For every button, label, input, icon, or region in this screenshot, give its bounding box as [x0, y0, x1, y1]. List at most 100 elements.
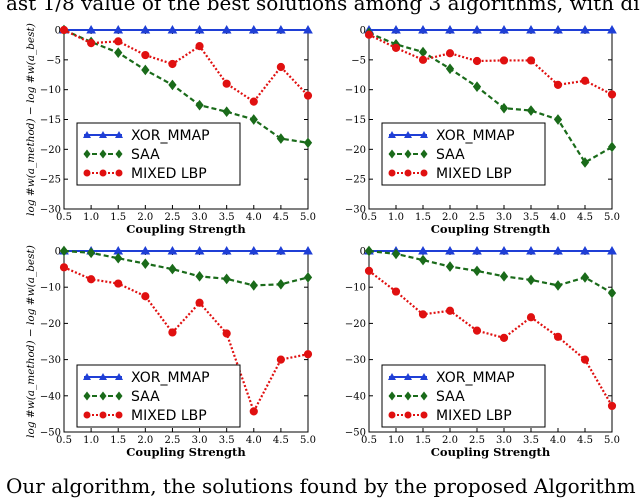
data-point-mixed	[168, 328, 177, 337]
data-point-mixed	[114, 37, 123, 46]
legend-marker-mixed	[388, 169, 396, 177]
data-point-xor	[194, 24, 205, 34]
y-tick-label: −30	[40, 355, 61, 366]
data-point-saa	[195, 271, 204, 282]
legend: XOR_MMAP SAA MIXED LBP	[76, 122, 241, 186]
data-point-saa	[418, 254, 428, 266]
y-tick-label: −25	[40, 175, 61, 186]
data-point-mixed	[276, 355, 285, 364]
x-tick-label: 4.5	[577, 435, 593, 446]
data-point-mixed	[141, 50, 150, 60]
y-tick-label: −5	[46, 55, 61, 66]
data-point-xor	[140, 24, 151, 34]
x-tick-label: 4.5	[273, 212, 289, 223]
y-tick-label: −10	[345, 283, 366, 294]
data-point-mixed	[472, 326, 482, 335]
y-tick-label: −15	[345, 115, 366, 126]
data-point-xor	[526, 245, 536, 255]
x-tick-label: 2.0	[137, 212, 153, 223]
data-point-mixed	[580, 355, 590, 364]
x-axis-label: Coupling Strength	[126, 445, 246, 459]
data-point-mixed	[499, 56, 509, 65]
data-point-saa	[472, 265, 482, 277]
x-tick-label: 4.5	[273, 435, 289, 446]
y-tick-label: 0	[360, 26, 366, 37]
series-line-mixed	[63, 266, 309, 415]
x-tick-label: 1.5	[415, 212, 431, 223]
data-point-mixed	[303, 91, 313, 100]
y-tick-label: −40	[40, 391, 61, 402]
legend-marker-mixed	[388, 411, 396, 419]
chart-panel-4: 0.5 1.0 1.5 2.0 2.5 3.0 3.5 4.0 4.5 5.0 0 −10 −20 −30…	[345, 245, 620, 459]
legend-label-mixed: MIXED LBP	[131, 408, 207, 424]
data-point-xor	[418, 24, 428, 34]
y-tick-label: −20	[345, 145, 366, 156]
legend-label-mixed: MIXED LBP	[436, 408, 512, 424]
x-tick-label: 1.0	[388, 435, 404, 446]
data-point-saa	[59, 245, 69, 257]
x-tick-label: 1.5	[415, 435, 431, 446]
x-tick-label: 2.0	[137, 435, 153, 446]
x-tick-label: 5.0	[604, 212, 620, 223]
series-line-mixed	[368, 270, 613, 407]
x-tick-label: 1.0	[83, 212, 99, 223]
legend-label-saa: SAA	[436, 147, 465, 163]
data-point-xor	[140, 245, 151, 255]
y-tick-label: −20	[345, 319, 366, 330]
legend-marker-saa	[83, 391, 91, 401]
legend-marker-saa	[420, 391, 428, 401]
legend-label-saa: SAA	[131, 147, 160, 163]
x-tick-label: 4.0	[550, 435, 566, 446]
y-tick-label: −30	[345, 205, 366, 216]
x-tick-label: 2.5	[469, 212, 485, 223]
data-point-xor	[607, 24, 617, 34]
legend-marker-mixed	[404, 169, 412, 177]
legend: XOR_MMAP SAA MIXED LBP	[381, 122, 546, 186]
series-line-saa	[63, 28, 309, 144]
data-point-saa	[418, 46, 428, 58]
y-tick-label: −25	[345, 175, 366, 186]
data-point-saa	[303, 137, 313, 149]
chart-panel-1: 0.5 1.0 1.5 2.0 2.5 3.0 3.5 4.0 4.5 5.0 0 −5 −10 −15 −…	[25, 23, 316, 236]
y-tick-label: −10	[345, 85, 366, 96]
x-tick-label: 3.5	[219, 435, 235, 446]
data-point-saa	[114, 252, 123, 264]
legend-label-xor: XOR_MMAP	[131, 370, 210, 386]
legend-label-saa: SAA	[436, 389, 465, 405]
data-point-saa	[499, 271, 509, 282]
charts-figure: 0.5 1.0 1.5 2.0 2.5 3.0 3.5 4.0 4.5 5.0 0 −5 −10 −15 −…	[25, 23, 620, 459]
data-point-saa	[499, 102, 509, 114]
data-point-saa	[445, 63, 455, 75]
legend: XOR_MMAP SAA MIXED LBP	[76, 364, 241, 428]
y-tick-label: 0	[55, 247, 61, 258]
data-point-saa	[303, 272, 313, 283]
data-point-mixed	[87, 275, 96, 284]
data-point-mixed	[195, 42, 204, 51]
x-tick-label: 1.0	[388, 212, 404, 223]
y-tick-label: −50	[40, 428, 61, 439]
series-line-mixed	[368, 33, 613, 96]
legend-marker-saa	[404, 149, 412, 159]
legend-marker-mixed	[404, 411, 412, 419]
x-tick-label: 4.0	[246, 212, 262, 223]
data-point-mixed	[87, 39, 96, 48]
x-axis-label: Coupling Strength	[431, 222, 551, 236]
data-point-mixed	[276, 62, 285, 72]
legend-label-mixed: MIXED LBP	[436, 166, 512, 182]
y-tick-label: 0	[360, 247, 366, 258]
x-tick-label: 2.5	[164, 435, 180, 446]
data-point-xor	[276, 245, 286, 255]
data-point-xor	[167, 24, 178, 34]
legend-label-saa: SAA	[131, 389, 160, 405]
caption-top: ast 1/8 value of the best solutions amon…	[0, 0, 640, 15]
y-tick-label: −50	[345, 428, 366, 439]
data-point-mixed	[553, 332, 563, 341]
data-point-mixed	[526, 56, 536, 65]
data-point-saa	[249, 280, 258, 291]
data-point-mixed	[303, 350, 313, 359]
legend-label-xor: XOR_MMAP	[436, 128, 515, 144]
x-tick-label: 0.5	[56, 435, 72, 446]
data-point-xor	[472, 24, 482, 34]
legend-label-xor: XOR_MMAP	[131, 128, 210, 144]
legend-marker-xor	[99, 131, 107, 138]
